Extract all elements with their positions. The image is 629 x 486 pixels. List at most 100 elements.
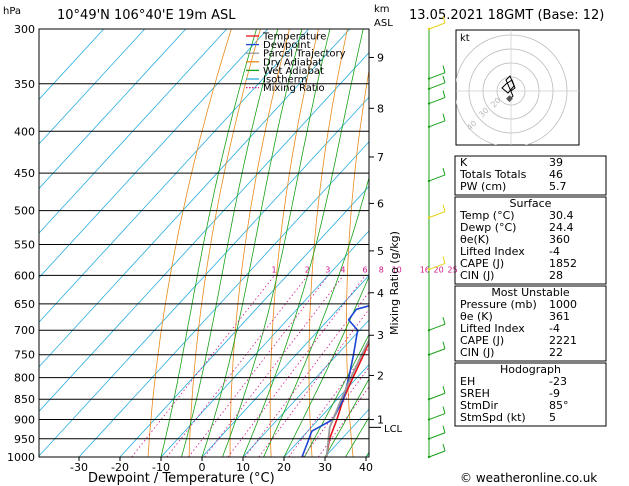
index-label: θe (K)	[460, 310, 493, 323]
dry-adiabat-line	[579, 29, 629, 457]
index-label: Totals Totals	[459, 168, 527, 181]
wind-barb-dot	[427, 353, 431, 356]
wind-barb-dot	[427, 179, 431, 183]
legend-entry: Dry Adiabat	[263, 57, 322, 68]
temperature-line	[325, 340, 369, 457]
wind-barb	[427, 386, 446, 401]
pressure-tick-label: 1000	[7, 451, 35, 464]
wind-barb-flag	[442, 317, 446, 325]
isotherm-line	[78, 141, 369, 457]
dry-adiabat-line	[418, 29, 435, 457]
wind-barb-shaft	[428, 323, 446, 331]
dewpoint-line	[301, 305, 369, 457]
mixing-ratio-label: 3	[325, 265, 330, 274]
indices-section-title: Surface	[510, 197, 552, 210]
wind-barb	[427, 317, 446, 332]
index-value: 1000	[549, 298, 577, 311]
index-value: 28	[549, 269, 563, 282]
pressure-tick-label: 950	[14, 433, 35, 446]
mixing-ratio-line	[188, 275, 329, 457]
wind-barb	[427, 425, 446, 440]
mixing-ratio-line	[227, 275, 366, 457]
mixing-ratio-line	[303, 366, 369, 457]
wind-barb-shaft	[428, 211, 446, 219]
height-tick-label: 3	[377, 329, 384, 342]
wind-barb-shaft	[428, 82, 446, 90]
wind-barb-dot	[427, 398, 431, 401]
index-value: -4	[549, 322, 560, 335]
wind-barb-flag	[442, 15, 446, 24]
km-unit-label: km	[374, 4, 390, 15]
index-label: CIN (J)	[460, 269, 494, 282]
parcel-trajectory-line	[325, 338, 369, 457]
wind-barb-shaft	[428, 72, 446, 80]
legend-entry: Isotherm	[263, 75, 307, 86]
pressure-tick-label: 550	[14, 238, 35, 251]
index-value: 39	[549, 156, 563, 169]
indices-section-title: Most Unstable	[491, 286, 570, 299]
index-label: StmSpd (kt)	[460, 411, 526, 424]
pressure-tick-labels: 300 350 400 450 500 550 600 650 700 750 800 850 900 9…	[7, 23, 35, 464]
temperature-tick-label: 20	[277, 461, 291, 474]
plot-frame	[38, 28, 370, 458]
mixing-ratio-label: 25	[448, 265, 458, 274]
index-value: 46	[549, 168, 563, 181]
index-label: Lifted Index	[460, 245, 525, 258]
pressure-tick-label: 750	[14, 349, 35, 362]
wind-barb-flag	[442, 90, 446, 98]
index-label: Lifted Index	[460, 322, 525, 335]
height-tick-label: 7	[377, 151, 384, 164]
temperature-tick-label: -30	[70, 461, 88, 474]
wind-barb-dot	[427, 87, 431, 91]
index-value: -23	[549, 375, 567, 388]
wind-barb-shaft	[428, 450, 446, 458]
x-axis-title: Dewpoint / Temperature (°C)	[88, 471, 275, 486]
height-tick-label: 1	[377, 414, 384, 427]
temperature-tick-label: 0	[199, 461, 206, 474]
wind-barb	[427, 90, 446, 105]
wind-barb	[427, 167, 446, 183]
temperature-tick-labels: -30 -20 -10 0 10 20 30 40	[70, 457, 373, 474]
index-label: Pressure (mb)	[460, 298, 537, 311]
isotherm-line	[39, 29, 228, 234]
pressure-tick-label: 850	[14, 393, 35, 406]
wind-barb-dot	[427, 216, 431, 219]
hodograph-panel: 40 30 20 ◆ kt	[455, 29, 580, 146]
mixing-ratio-label: 2	[305, 265, 310, 274]
indices-table: K 39 Totals Totals 46 PW (cm) 5.7 SurfaceTemp …	[454, 155, 607, 427]
index-label: CIN (J)	[460, 346, 494, 359]
mixing-ratio-labels: 1 2 3 4 6 8 10 16 20 25	[272, 265, 458, 274]
isotherm-line	[39, 52, 369, 412]
index-value: -9	[549, 387, 560, 400]
height-tick-label: 4	[377, 287, 384, 300]
wind-barb-dot	[427, 102, 431, 105]
asl-unit-label: ASL	[374, 18, 393, 29]
wind-barb-dot	[427, 125, 431, 128]
indices-box	[454, 362, 607, 427]
index-value: 5.7	[549, 180, 567, 193]
isotherm-line	[39, 29, 310, 323]
wet-adiabat-line	[304, 333, 369, 457]
isotherm-line	[39, 29, 187, 190]
isotherm-line	[119, 185, 369, 457]
wind-barb-dot	[427, 268, 431, 271]
height-tick-label: 2	[377, 369, 384, 382]
dry-adiabat-line	[147, 29, 232, 457]
wind-barb	[427, 113, 446, 128]
index-label: Temp (°C)	[459, 209, 515, 222]
wet-adiabat-line	[324, 378, 369, 457]
wind-barb-dot	[427, 418, 431, 421]
height-tick-label: 8	[377, 102, 384, 115]
footer-credit: © weatheronline.co.uk	[460, 471, 597, 485]
isotherm-line	[39, 96, 369, 457]
wind-barb-shaft	[428, 174, 446, 182]
isotherm-lines	[39, 29, 369, 457]
wind-barb-dot	[427, 77, 431, 80]
mixing-ratio-line	[204, 275, 344, 457]
pressure-tick-label: 450	[14, 167, 35, 180]
wind-barb-shaft	[428, 413, 446, 421]
index-value: 361	[549, 310, 570, 323]
wind-barb-shaft	[428, 432, 446, 440]
wind-barb-shaft	[428, 348, 446, 356]
